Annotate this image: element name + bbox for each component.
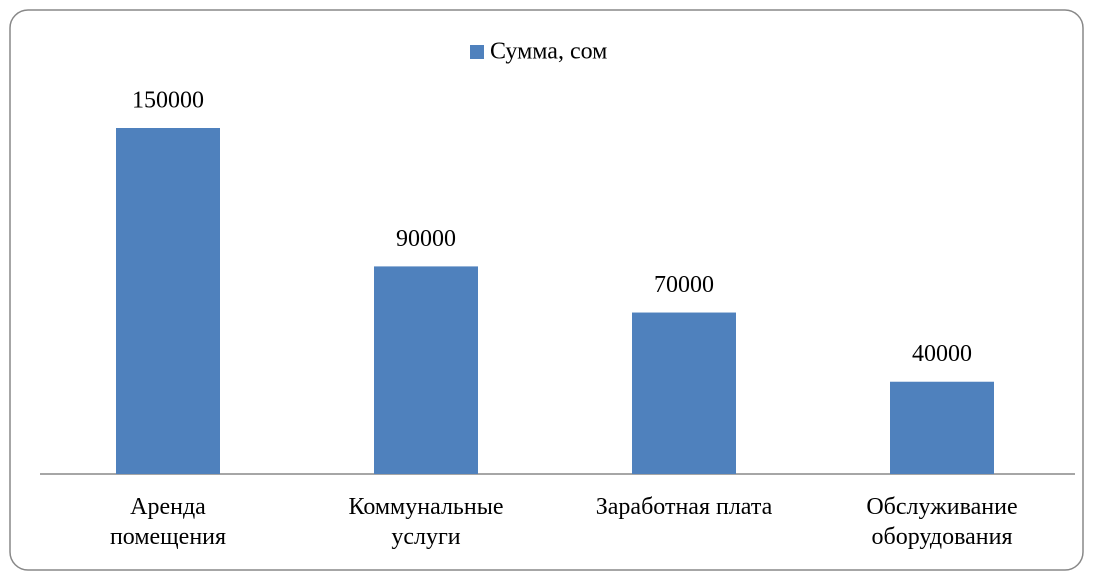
bar [890,381,994,474]
bar [374,266,478,474]
legend-swatch [470,45,484,59]
legend-label: Сумма, сом [490,39,607,65]
bar [116,128,220,474]
data-label: 70000 [654,272,714,298]
data-label: 150000 [132,88,204,114]
data-label: 40000 [912,341,972,367]
x-tick-label: Коммунальные услуги [348,494,504,550]
x-tick-label: Заработная плата [595,494,773,520]
data-label: 90000 [396,226,456,252]
bar [632,312,736,474]
chart-frame [9,9,1084,571]
x-tick-label: Аренда помещения [109,494,227,550]
x-tick-label: Обслуживание оборудования [866,494,1018,550]
